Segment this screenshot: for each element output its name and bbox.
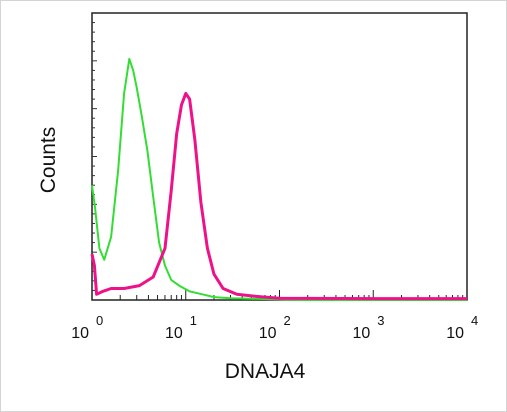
plot-area <box>91 12 468 301</box>
series-2-curve <box>90 91 467 301</box>
x-tick-label-exponent: 3 <box>377 313 384 328</box>
y-axis-label: Counts <box>37 127 60 194</box>
x-axis-label: DNAJA4 <box>225 360 306 383</box>
x-tick-label-exponent: 1 <box>190 313 197 328</box>
x-tick-label-base: 10 <box>165 325 183 342</box>
x-tick-label-base: 10 <box>71 325 89 342</box>
x-tick-label-exponent: 0 <box>96 313 103 328</box>
x-tick-label-base: 10 <box>352 325 370 342</box>
x-tick-label-exponent: 4 <box>471 313 478 328</box>
x-tick-label-base: 10 <box>446 325 464 342</box>
x-tick-label-base: 10 <box>259 325 277 342</box>
series-layer <box>90 57 467 301</box>
x-axis-tick-labels: 10 0 10 1 10 2 10 3 10 4 <box>71 313 478 342</box>
series-1-curve <box>91 57 467 301</box>
x-tick-label-exponent: 2 <box>284 313 291 328</box>
